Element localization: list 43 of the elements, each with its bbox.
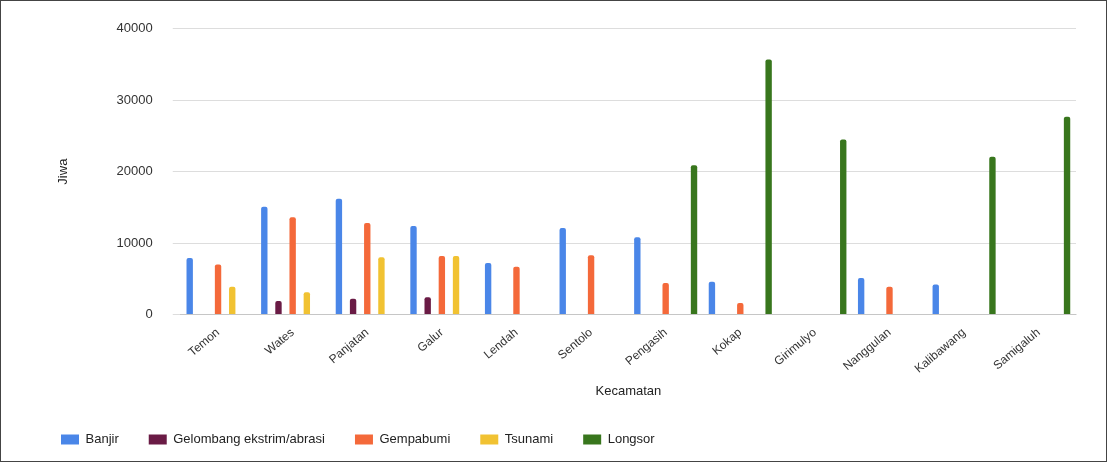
bar (886, 286, 893, 314)
bar (289, 217, 296, 314)
x-axis-title: Kecamatan (595, 382, 662, 398)
bar (587, 255, 595, 314)
bar (708, 281, 716, 314)
bar (410, 225, 417, 314)
bar (378, 257, 385, 314)
bar (484, 263, 492, 314)
bar (857, 278, 865, 314)
legend-label: Tsunami (504, 431, 554, 447)
bar (438, 255, 446, 314)
bar (513, 266, 520, 314)
bar (737, 303, 744, 314)
bar (452, 255, 460, 314)
legend-label: Longsor (607, 431, 656, 447)
bar (364, 223, 371, 314)
bar (634, 237, 641, 314)
legend-label: Banjir (85, 431, 120, 447)
bar (840, 139, 847, 314)
bar (932, 284, 939, 314)
bar (349, 298, 357, 314)
legend-label: Gempabumi (379, 431, 451, 447)
bar (229, 286, 236, 314)
bar (559, 228, 566, 314)
bar (424, 297, 431, 314)
legend-label: Gelombang ekstrim/abrasi (173, 431, 326, 447)
y-tick-label: 0 (145, 306, 153, 322)
bar (335, 198, 343, 314)
bar (662, 283, 669, 314)
y-tick-label: 10000 (116, 234, 153, 250)
bar (1063, 116, 1071, 314)
y-tick-label: 30000 (116, 91, 153, 107)
bar (261, 206, 268, 314)
bar (989, 156, 996, 314)
y-tick-label: 40000 (116, 20, 153, 36)
bar (690, 165, 698, 314)
bar (214, 264, 222, 314)
y-tick-label: 20000 (116, 163, 153, 179)
y-axis-title: Jiwa (55, 157, 71, 185)
bar (303, 292, 311, 314)
bar (186, 258, 193, 314)
bar (275, 300, 282, 314)
bar (765, 59, 772, 314)
